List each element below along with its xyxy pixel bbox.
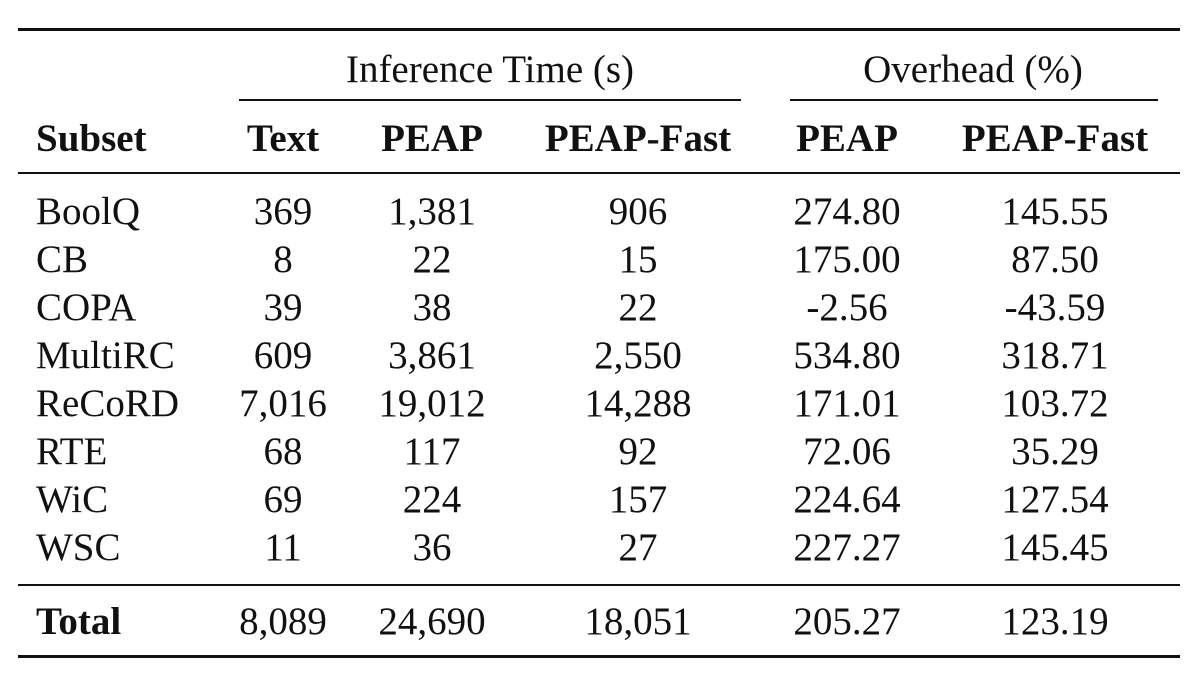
cell-subset: BoolQ [36, 190, 141, 233]
cell-peap-time: 38 [412, 286, 452, 329]
cell-peap-fast-time: 157 [608, 478, 668, 521]
cell-peap-time: 22 [412, 238, 452, 281]
cell-peap-fast-time: 14,288 [584, 382, 692, 425]
cell-subset: COPA [36, 286, 137, 329]
cell-subset: WSC [36, 526, 121, 569]
cell-peap-fast-overhead: 87.50 [1011, 238, 1099, 281]
column-header-peap: PEAP [381, 117, 483, 160]
cell-peap-time: 117 [403, 430, 461, 473]
cell-subset: Total [36, 600, 122, 643]
cell-peap-fast-overhead: 145.55 [1001, 190, 1109, 233]
cell-peap-overhead: 224.64 [793, 478, 901, 521]
cell-peap-fast-overhead: 123.19 [1001, 600, 1109, 643]
cell-subset: RTE [36, 430, 108, 473]
column-header-text: Text [246, 117, 320, 160]
cell-subset: CB [36, 238, 89, 281]
cell-subset: WiC [36, 478, 109, 521]
inference-group-rule [239, 99, 741, 101]
group-header-overhead: Overhead (%) [863, 48, 1083, 91]
cell-peap-fast-overhead: 145.45 [1001, 526, 1109, 569]
cell-peap-fast-time: 18,051 [584, 600, 692, 643]
cell-peap-fast-time: 2,550 [594, 334, 682, 377]
column-header-overhead-peap: PEAP [796, 117, 898, 160]
cell-text-time: 68 [263, 430, 303, 473]
cell-peap-fast-overhead: 318.71 [1001, 334, 1109, 377]
cell-peap-fast-time: 15 [618, 238, 658, 281]
cell-peap-time: 224 [402, 478, 462, 521]
cell-text-time: 8,089 [239, 600, 327, 643]
cell-text-time: 8 [273, 238, 293, 281]
cell-peap-time: 36 [412, 526, 452, 569]
cell-peap-fast-overhead: 35.29 [1011, 430, 1099, 473]
group-header-inference-time: Inference Time (s) [345, 48, 635, 91]
cell-peap-overhead: 171.01 [793, 382, 901, 425]
overhead-group-rule [790, 99, 1158, 101]
cell-text-time: 7,016 [239, 382, 327, 425]
cell-peap-time: 3,861 [388, 334, 476, 377]
cell-subset: MultiRC [36, 334, 175, 377]
cell-subset: ReCoRD [36, 382, 180, 425]
cell-peap-overhead: 205.27 [793, 600, 901, 643]
cell-text-time: 609 [253, 334, 313, 377]
cell-peap-fast-time: 22 [618, 286, 658, 329]
cell-peap-time: 24,690 [378, 600, 486, 643]
cell-peap-fast-overhead: 127.54 [1001, 478, 1109, 521]
cell-peap-fast-time: 906 [608, 190, 668, 233]
top-rule [18, 28, 1180, 31]
cell-peap-overhead: 175.00 [793, 238, 901, 281]
cell-text-time: 11 [264, 526, 302, 569]
cell-peap-overhead: -2.56 [806, 286, 888, 329]
column-header-peap-fast: PEAP-Fast [544, 117, 732, 160]
cell-text-time: 39 [263, 286, 303, 329]
cell-peap-fast-overhead: 103.72 [1001, 382, 1109, 425]
cell-peap-time: 1,381 [388, 190, 476, 233]
column-header-subset: Subset [36, 117, 147, 160]
cell-text-time: 369 [253, 190, 313, 233]
header-rule [18, 172, 1180, 174]
cell-peap-overhead: 72.06 [803, 430, 891, 473]
cell-peap-overhead: 534.80 [793, 334, 901, 377]
bottom-rule [18, 655, 1180, 658]
cell-peap-fast-time: 92 [618, 430, 658, 473]
cell-text-time: 69 [263, 478, 303, 521]
cell-peap-time: 19,012 [378, 382, 486, 425]
total-rule [18, 584, 1180, 586]
cell-peap-fast-overhead: -43.59 [1004, 286, 1106, 329]
cell-peap-overhead: 227.27 [793, 526, 901, 569]
cell-peap-overhead: 274.80 [793, 190, 901, 233]
cell-peap-fast-time: 27 [618, 526, 658, 569]
column-header-overhead-peap-fast: PEAP-Fast [961, 117, 1149, 160]
